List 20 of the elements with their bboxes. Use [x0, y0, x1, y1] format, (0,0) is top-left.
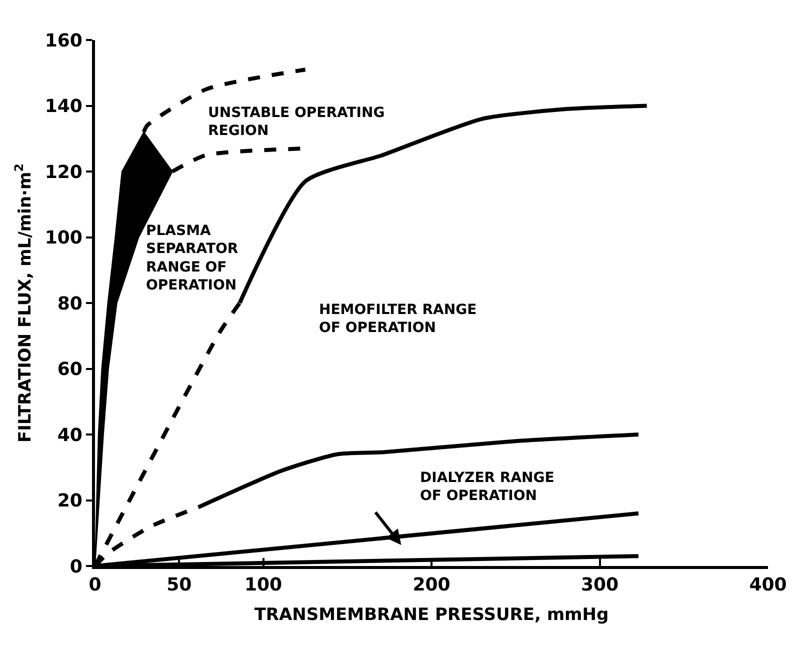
x-tick-label: 200 [412, 574, 450, 596]
annotation: DIALYZER RANGE OF OPERATION [420, 470, 554, 504]
x-tick-label: 300 [580, 574, 619, 596]
y-tick-label: 160 [44, 30, 82, 52]
annotation: UNSTABLE OPERATING REGION [208, 105, 385, 140]
y-tick-label: 120 [44, 162, 82, 183]
y-tick-label: 60 [57, 359, 82, 380]
annotation: HEMOFILTER RANGE OF OPERATION [319, 302, 477, 336]
annotation: PLASMA SEPARATOR RANGE OF OPERATION [146, 223, 238, 294]
x-tick-label: 400 [749, 574, 787, 596]
y-tick-label: 140 [44, 96, 82, 118]
y-tick-label: 20 [57, 490, 82, 512]
x-axis-title: TRANSMEMBRANE PRESSURE, mmHg [254, 605, 609, 625]
y-tick-label: 0 [70, 556, 82, 578]
y-tick-label: 80 [57, 293, 82, 314]
x-tick-label: 0 [88, 574, 102, 596]
x-tick-label: 100 [244, 574, 282, 596]
y-tick-label: 100 [44, 228, 82, 249]
y-tick-label: 40 [57, 424, 82, 446]
x-tick-label: 50 [166, 574, 192, 596]
